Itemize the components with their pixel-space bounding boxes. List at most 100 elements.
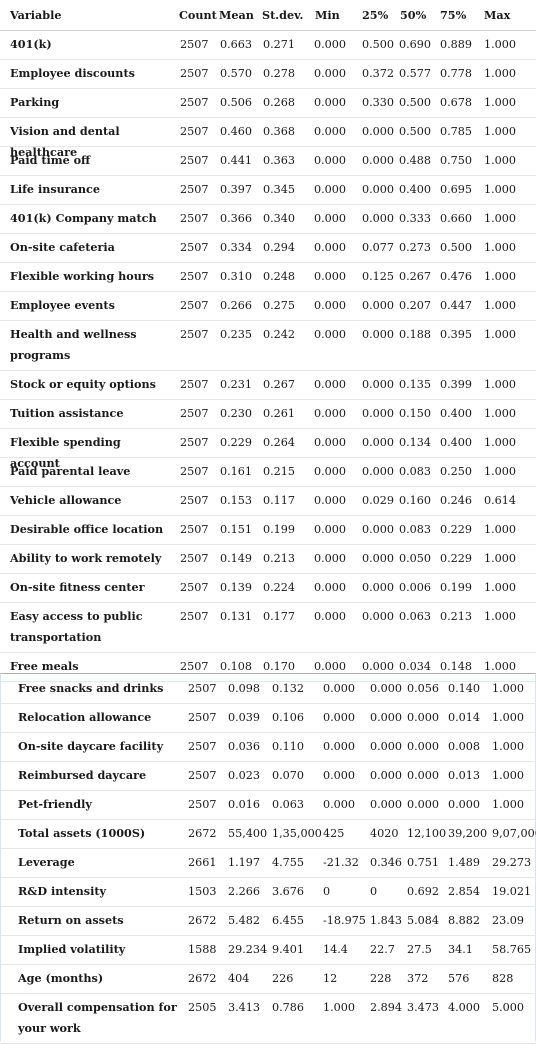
row-value-stdev: 0.345 (263, 183, 296, 196)
row-value-stdev: 0.275 (263, 299, 296, 312)
row-value-mean: 3.413 (228, 1001, 261, 1014)
row-value-50: 0.751 (407, 856, 440, 869)
row-value-stdev: 1,35,000 (272, 827, 322, 840)
row-variable-name: Tuition assistance (10, 406, 124, 420)
row-value-50: 0.063 (399, 610, 432, 623)
row-value-min: 0.000 (314, 660, 347, 673)
row-variable-name: Leverage (18, 855, 75, 869)
row-value-max: 1.000 (484, 581, 517, 594)
row-variable-name: Parking (10, 95, 60, 109)
row-value-25: 0.000 (362, 328, 395, 341)
row-value-75: 34.1 (448, 943, 473, 956)
row-value-mean: 0.441 (220, 154, 253, 167)
row-value-count: 2507 (180, 436, 209, 449)
table-row: Health and wellness programs 2507 0.235 0.2… (0, 320, 536, 371)
row-value-75: 0.399 (440, 378, 473, 391)
row-value-50: 0.056 (407, 682, 440, 695)
row-value-stdev: 0.786 (272, 1001, 305, 1014)
row-value-75: 8.882 (448, 914, 481, 927)
row-value-stdev: 0.278 (263, 67, 296, 80)
row-value-max: 1.000 (484, 183, 517, 196)
row-value-min: 1.000 (323, 1001, 356, 1014)
row-value-50: 0.577 (399, 67, 432, 80)
row-value-25: 0.000 (362, 660, 395, 673)
row-value-count: 2507 (188, 682, 217, 695)
row-value-max: 1.000 (492, 769, 525, 782)
row-value-75: 0.678 (440, 96, 473, 109)
row-value-mean: 0.023 (228, 769, 261, 782)
row-value-50: 5.084 (407, 914, 440, 927)
row-value-min: 0.000 (314, 212, 347, 225)
row-variable-name: Health and wellness programs (10, 327, 137, 362)
row-value-stdev: 0.268 (263, 96, 296, 109)
row-variable-name: Free snacks and drinks (18, 681, 164, 695)
table-row: Total assets (1000S) 2672 55,400 1,35,000 42… (1, 819, 536, 849)
row-value-50: 0.050 (399, 552, 432, 565)
table-row: Desirable office location 2507 0.151 0.199 0… (0, 515, 536, 545)
row-value-count: 2507 (180, 610, 209, 623)
row-value-min: -21.32 (323, 856, 359, 869)
row-value-25: 0.029 (362, 494, 395, 507)
col-75-header: 75% (440, 8, 467, 22)
row-value-50: 0.160 (399, 494, 432, 507)
row-value-count: 2507 (180, 494, 209, 507)
row-value-stdev: 0.271 (263, 38, 296, 51)
row-value-count: 2507 (180, 378, 209, 391)
row-value-count: 2661 (188, 856, 217, 869)
row-value-50: 0.690 (399, 38, 432, 51)
row-value-max: 9,07,000 (492, 827, 536, 840)
table-row: Age (months) 2672 404 226 12 228 372 576 828 (1, 964, 536, 994)
row-value-25: 0.000 (362, 378, 395, 391)
row-value-50: 0.006 (399, 581, 432, 594)
row-value-50: 3.473 (407, 1001, 440, 1014)
row-value-mean: 0.663 (220, 38, 253, 51)
table-row: Paid parental leave 2507 0.161 0.215 0.000 0.… (0, 457, 536, 487)
row-value-mean: 0.266 (220, 299, 253, 312)
table-row: Employee events 2507 0.266 0.275 0.000 0.000 0… (0, 291, 536, 321)
row-value-count: 2507 (180, 660, 209, 673)
row-value-mean: 0.139 (220, 581, 253, 594)
row-variable-name: Vehicle allowance (10, 493, 122, 507)
row-value-max: 1.000 (484, 67, 517, 80)
row-value-count: 2507 (180, 183, 209, 196)
row-value-50: 0.000 (407, 740, 440, 753)
row-variable-name: Vision and dental healthcare (10, 124, 120, 159)
row-value-75: 0.785 (440, 125, 473, 138)
table-row: Implied volatility 1588 29.234 9.401 14.4 22.… (1, 935, 536, 965)
row-value-75: 0.400 (440, 407, 473, 420)
row-variable-name: R&D intensity (18, 884, 107, 898)
row-value-25: 0.000 (362, 154, 395, 167)
row-value-min: 0.000 (314, 67, 347, 80)
row-value-count: 2507 (188, 740, 217, 753)
row-value-stdev: 0.177 (263, 610, 296, 623)
row-value-25: 0.000 (362, 581, 395, 594)
table-row: Free meals 2507 0.108 0.170 0.000 0.000 0.034 0… (0, 652, 536, 682)
row-value-min: 425 (323, 827, 345, 840)
table-row: Parking 2507 0.506 0.268 0.000 0.330 0.500 0.67… (0, 88, 536, 118)
table-row: R&D intensity 1503 2.266 3.676 0 0 0.692 2.854 1… (1, 877, 536, 907)
row-value-25: 0.000 (362, 212, 395, 225)
row-value-max: 29.273 (492, 856, 532, 869)
row-value-75: 0.013 (448, 769, 481, 782)
row-value-75: 0.140 (448, 682, 481, 695)
row-value-max: 1.000 (484, 436, 517, 449)
row-value-stdev: 0.294 (263, 241, 296, 254)
row-variable-name: Return on assets (18, 913, 124, 927)
row-value-stdev: 0.170 (263, 660, 296, 673)
row-value-count: 2507 (180, 465, 209, 478)
row-value-25: 0 (370, 885, 378, 898)
row-value-mean: 0.016 (228, 798, 261, 811)
row-value-count: 2507 (180, 241, 209, 254)
row-value-25: 0.000 (370, 711, 403, 724)
row-value-max: 1.000 (484, 610, 517, 623)
row-value-min: 0.000 (314, 125, 347, 138)
row-value-75: 0.778 (440, 67, 473, 80)
row-value-25: 0.000 (362, 610, 395, 623)
row-value-25: 0.000 (370, 682, 403, 695)
row-variable-name: Overall compensation for your work (18, 1000, 177, 1035)
row-value-stdev: 0.213 (263, 552, 296, 565)
table-row: Reimbursed daycare 2507 0.023 0.070 0.000 0.0… (1, 761, 536, 791)
table-row: Vision and dental healthcare 2507 0.460 0.3… (0, 117, 536, 159)
row-value-max: 1.000 (484, 378, 517, 391)
row-value-min: 0.000 (314, 328, 347, 341)
